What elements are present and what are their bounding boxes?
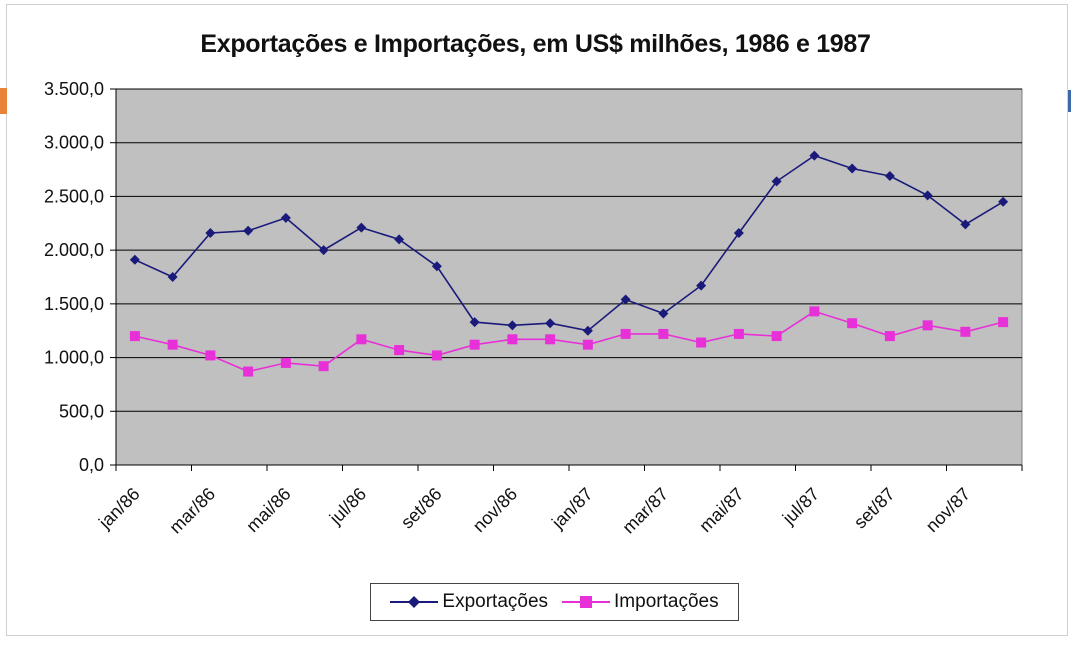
data-point <box>243 225 254 236</box>
data-point <box>545 334 556 345</box>
gridlines <box>116 88 1022 412</box>
series-line <box>134 310 1004 373</box>
series-layer <box>129 150 1009 377</box>
data-point <box>280 357 291 368</box>
data-point <box>507 320 518 331</box>
data-point <box>356 222 367 233</box>
y-tick-label: 0,0 <box>79 455 104 475</box>
data-point <box>733 227 744 238</box>
data-point <box>545 318 556 329</box>
y-tick-label: 500,0 <box>59 401 104 421</box>
x-tick-label: mai/86 <box>242 484 294 536</box>
plot-area <box>115 88 1023 466</box>
data-point <box>469 339 480 350</box>
data-point <box>582 325 593 336</box>
data-point <box>960 326 971 337</box>
y-tick-label: 3.500,0 <box>44 79 104 99</box>
legend-item-exportacoes: Exportações <box>390 591 548 613</box>
data-point <box>733 328 744 339</box>
data-point <box>998 196 1009 207</box>
data-point <box>922 320 933 331</box>
data-point <box>318 361 329 372</box>
legend-square-icon <box>562 596 611 608</box>
data-point <box>129 331 140 342</box>
data-point <box>469 317 480 328</box>
data-point <box>205 350 216 361</box>
series-1 <box>129 306 1009 377</box>
data-point <box>167 339 178 350</box>
chart-title: Exportações e Importações, em US$ milhõe… <box>200 30 871 58</box>
data-point <box>129 254 140 265</box>
data-point <box>318 245 329 256</box>
data-point <box>884 171 895 182</box>
series-0 <box>129 150 1009 336</box>
y-tick-label: 2.500,0 <box>44 186 104 206</box>
y-tick-label: 2.000,0 <box>44 240 104 260</box>
legend-label-importacoes: Importações <box>614 591 719 612</box>
data-point <box>620 328 631 339</box>
data-point <box>620 294 631 305</box>
data-point <box>507 334 518 345</box>
data-point <box>280 212 291 223</box>
series-line <box>134 154 1004 332</box>
data-point <box>998 317 1009 328</box>
data-point <box>847 318 858 329</box>
x-tick-label: mar/87 <box>618 484 672 538</box>
x-tick-label: nov/87 <box>922 484 974 536</box>
x-tick-label: jul/87 <box>778 484 823 529</box>
x-tick-label: jul/86 <box>325 484 370 529</box>
data-point <box>582 339 593 350</box>
data-point <box>847 163 858 174</box>
data-point <box>167 272 178 282</box>
x-tick-label: mai/87 <box>695 484 747 536</box>
legend-diamond-icon <box>390 596 439 608</box>
data-point <box>696 337 707 348</box>
data-point <box>431 261 442 272</box>
data-point <box>809 306 820 317</box>
data-point <box>394 345 405 356</box>
x-tick-label: jan/87 <box>547 484 597 534</box>
x-tick-label: set/87 <box>850 484 899 533</box>
data-point <box>771 176 782 187</box>
data-point <box>809 150 820 161</box>
data-point <box>771 331 782 342</box>
data-point <box>696 280 707 291</box>
data-point <box>243 366 254 377</box>
data-point <box>394 234 405 245</box>
x-tick-label: set/86 <box>397 484 446 533</box>
data-point <box>431 350 442 361</box>
data-point <box>658 328 669 339</box>
data-point <box>356 334 367 345</box>
x-tick-label: mar/86 <box>165 484 219 538</box>
data-point <box>922 190 933 201</box>
y-tick-label: 1.000,0 <box>44 348 104 368</box>
data-point <box>960 219 971 230</box>
y-tick-label: 3.000,0 <box>44 133 104 153</box>
data-point <box>884 331 895 342</box>
x-tick-label: nov/86 <box>469 484 521 536</box>
y-axis-ticks: 0,0 500,0 1.000,0 1.500,0 2.000,0 2.500,0 3.00… <box>44 79 116 475</box>
x-tick-label: jan/86 <box>94 484 144 534</box>
data-point <box>658 308 669 319</box>
legend: Exportações Importações <box>370 583 739 621</box>
data-point <box>205 227 216 238</box>
legend-label-exportacoes: Exportações <box>442 591 549 612</box>
y-tick-label: 1.500,0 <box>44 294 104 314</box>
slide-accent-right <box>1068 90 1071 112</box>
legend-item-importacoes: Importações <box>562 591 719 613</box>
x-axis-ticks: jan/86 mar/86 mai/86 jul/86 set/86 nov/86 jan/… <box>94 465 1023 538</box>
slide-accent-left <box>0 88 7 114</box>
